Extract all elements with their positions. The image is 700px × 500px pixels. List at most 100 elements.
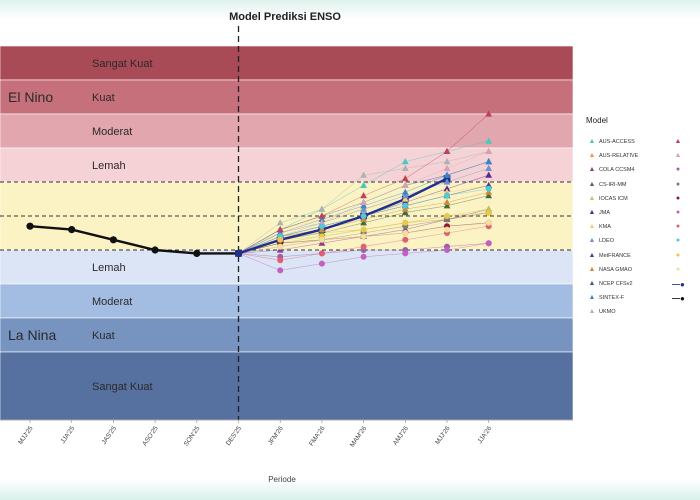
legend-symbol: ▲ (674, 138, 682, 145)
legend-item-clipped: ● (674, 266, 685, 273)
ensemble-mean-line (238, 177, 448, 255)
marker-11-3 (401, 188, 409, 195)
x-tick-label-0: MJJ'25 (17, 425, 35, 446)
band-0 (0, 45, 574, 81)
x-tick-label-2: JAS'25 (101, 425, 119, 446)
x-tick-label-7: FMA'26 (308, 425, 327, 448)
legend-label: NCEP CFSv2 (599, 281, 633, 287)
legend-symbol: ● (675, 166, 681, 174)
legend-item-clipped: ● (674, 223, 685, 230)
legend-symbol: ▲ (674, 152, 682, 160)
marker-21-5 (485, 209, 492, 216)
legend-line-symbol: —● (672, 294, 685, 304)
marker-19-0 (277, 257, 284, 264)
phase-label-1: La Nina (8, 327, 56, 343)
observed-point-3 (151, 246, 159, 254)
band-7 (0, 317, 574, 353)
marker-0-2 (360, 181, 367, 188)
legend-item: ▲ IOCAS ICM (588, 195, 628, 202)
band-5 (0, 249, 574, 285)
observed-point-2 (109, 236, 117, 244)
marker-18-4 (444, 247, 450, 253)
legend-label: IOCAS ICM (599, 195, 628, 202)
legend-symbol: ▲ (588, 194, 596, 202)
marker-19-1 (318, 250, 325, 257)
marker-14-2 (360, 198, 367, 205)
legend-item: ▲ CS-IRI-MM (588, 181, 627, 188)
legend-label: AUS-ACCESS (599, 139, 635, 145)
observed-line (29, 225, 239, 255)
legend-symbol: ▲ (588, 152, 596, 160)
band-label-3: Lemah (92, 160, 126, 172)
observed-point-1 (68, 226, 76, 234)
legend-item: ▲ KMA (588, 223, 611, 230)
band-2 (0, 113, 574, 149)
band-label-6: Moderat (92, 296, 132, 308)
marker-14-5 (485, 147, 493, 154)
legend-symbol: ▲ (588, 294, 596, 302)
marker-22-5 (485, 219, 492, 226)
marker-11-2 (360, 202, 367, 209)
legend-item: ▲ MetFRANCE (588, 252, 631, 259)
marker-12-0 (276, 219, 284, 226)
x-tick-label-11: JJA'26 (477, 425, 494, 445)
observed-point-4 (193, 249, 201, 257)
model-markers (276, 110, 493, 274)
legend: Model ▲ AUS-ACCESS ▲ AUS-RELATIVE ▲ COLA CCSM… (586, 116, 700, 376)
marker-22-2 (360, 233, 367, 240)
x-tick-label-10: MJJ'26 (434, 425, 452, 446)
legend-symbol: ● (675, 180, 681, 188)
marker-5-5 (485, 171, 493, 178)
marker-3-5 (485, 192, 493, 199)
legend-line-symbol: —● (672, 280, 685, 289)
legend-symbol: ● (675, 223, 681, 231)
legend-symbol: ▲ (588, 308, 596, 316)
marker-20-1 (318, 223, 325, 230)
marker-18-3 (402, 250, 409, 257)
marker-13-1 (318, 212, 326, 219)
legend-item-clipped: ● (674, 181, 685, 188)
marker-11-1 (318, 215, 326, 222)
marker-14-3 (401, 181, 409, 188)
band-8 (0, 351, 574, 421)
legend-label: UKMO (599, 309, 616, 316)
legend-item: ▲ AUS-ACCESS (588, 138, 635, 145)
x-tick-label-1: JJA'25 (60, 425, 77, 445)
marker-14-4 (443, 164, 451, 171)
marker-7-5 (485, 164, 493, 171)
legend-symbol: ▲ (588, 166, 596, 174)
marker-21-4 (444, 213, 450, 219)
legend-symbol: ▲ (588, 251, 596, 259)
legend-item: ▲ UKMO (588, 308, 616, 315)
marker-22-0 (277, 243, 284, 250)
marker-7-4 (443, 178, 451, 185)
marker-20-5 (485, 185, 492, 192)
legend-symbol: ▲ (588, 223, 596, 231)
band-label-8: Sangat Kuat (92, 381, 153, 393)
legend-symbol: ▲ (588, 265, 596, 273)
legend-label: LDEO (599, 238, 614, 245)
band-label-7: Kuat (92, 330, 115, 342)
legend-symbol: ▲ (588, 280, 596, 287)
marker-22-3 (402, 230, 409, 236)
threshold-lines (0, 181, 573, 251)
x-tick-label-8: MAM'26 (349, 425, 369, 449)
marker-7-2 (360, 205, 367, 212)
band-label-0: Sangat Kuat (92, 58, 153, 70)
marker-0-3 (401, 158, 409, 165)
legend-symbol: ● (675, 209, 681, 216)
legend-item-clipped: ● (674, 166, 685, 173)
legend-item-line: —● (672, 294, 685, 303)
legend-symbol: ▲ (588, 180, 596, 188)
marker-19-3 (402, 236, 409, 243)
legend-item: ▲ AUS-RELATIVE (588, 152, 639, 160)
legend-item-clipped: ▲ (674, 152, 685, 159)
legend-label: JMA (599, 210, 610, 216)
legend-item-line: —● (672, 280, 685, 289)
marker-13-0 (276, 226, 284, 233)
band-labels: Sangat Kuat Kuat Moderat Lemah Lemah Moderat K… (8, 58, 153, 393)
legend-item-clipped: ● (674, 209, 685, 216)
band-label-5: Lemah (92, 262, 126, 274)
x-tick-label-3: ASO'25 (141, 425, 160, 448)
